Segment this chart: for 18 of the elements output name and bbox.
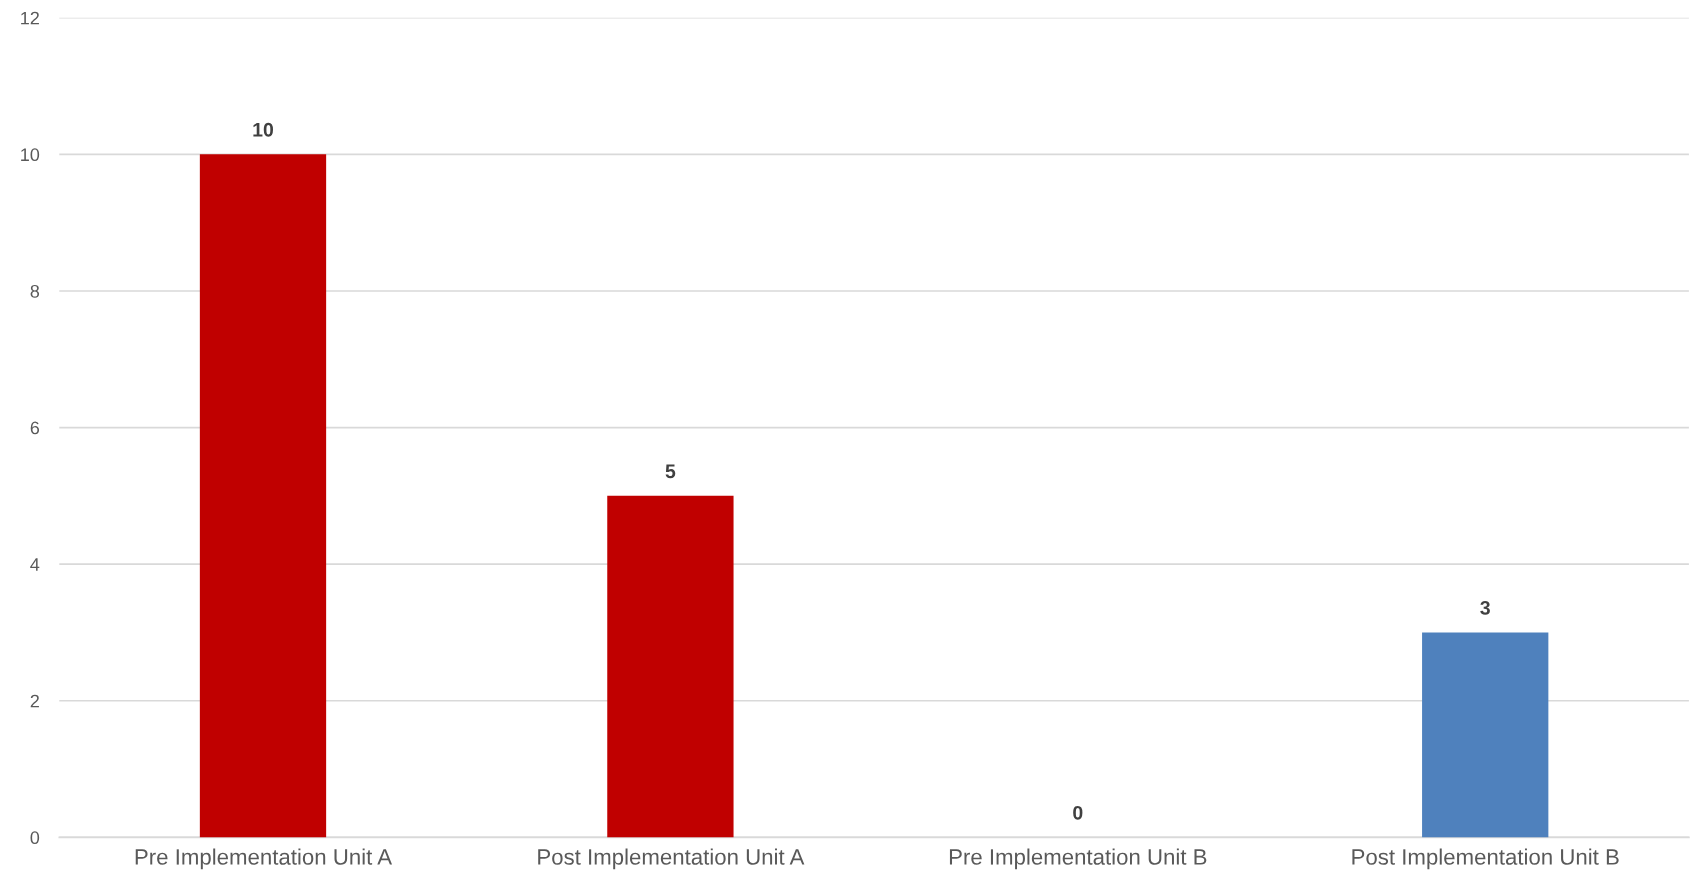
data-label: 10 [253,122,274,137]
x-tick-label: Pre Implementation Unit A [135,848,393,870]
bar [607,495,734,838]
y-tick-label: 6 [30,421,40,435]
y-tick-label: 10 [21,148,40,162]
data-label: 0 [1073,805,1083,820]
data-label: 5 [665,464,676,479]
y-tick-label: 8 [30,284,40,298]
y-tick-label: 0 [30,831,40,845]
bar [1422,632,1549,838]
data-label: 3 [1480,600,1490,615]
x-tick-label: Post Implementation Unit B [1352,848,1619,870]
y-tick-label: 2 [30,694,39,708]
y-tick-label: 12 [21,11,39,25]
y-tick-label: 4 [30,558,40,571]
x-tick-label: Pre Implementation Unit B [949,848,1207,870]
bar [199,154,327,838]
x-tick-label: Post Implementation Unit A [538,848,805,870]
